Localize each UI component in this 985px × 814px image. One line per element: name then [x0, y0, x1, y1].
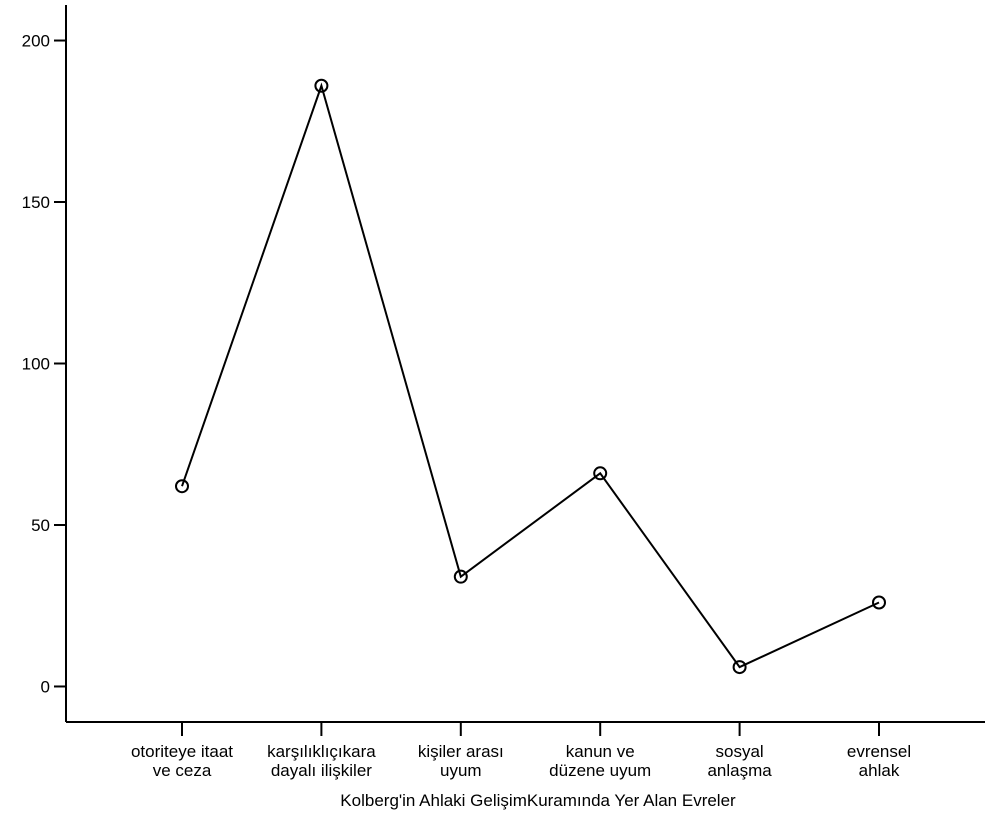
x-tick-label: kanun ve düzene uyum: [549, 742, 651, 780]
y-tick-label: 150: [22, 193, 50, 212]
x-tick-label: evrensel ahlak: [847, 742, 911, 780]
x-tick-label-line: kişiler arası: [418, 742, 504, 761]
series-line: [181, 82, 880, 669]
x-tick-label-line: evrensel: [847, 742, 911, 761]
data-point-marker: [872, 595, 886, 610]
data-point-marker: [453, 569, 468, 584]
x-tick-label-line: dayalı ilişkiler: [271, 761, 372, 780]
y-tick-label: 0: [41, 677, 50, 696]
x-tick-label-line: ahlak: [859, 761, 900, 780]
y-tick-label: 100: [22, 355, 50, 374]
data-point-marker: [593, 466, 608, 481]
x-ticks: otoriteye itaat ve ceza karşılıklıçıkara da…: [131, 722, 911, 780]
x-tick-label: karşılıklıçıkara dayalı ilişkiler: [267, 742, 376, 780]
x-tick-label-line: sosyal: [716, 742, 764, 761]
y-tick-label: 50: [31, 516, 50, 535]
x-tick-label-line: karşılıklıçıkara: [267, 742, 376, 761]
x-tick-label: sosyal anlaşma: [707, 742, 772, 780]
x-axis-title: Kolberg'in Ahlaki GelişimKuramında Yer A…: [340, 791, 736, 810]
y-tick-label: 200: [22, 32, 50, 51]
data-point-marker: [732, 660, 747, 675]
x-tick-label-line: ve ceza: [153, 761, 212, 780]
x-tick-label-line: otoriteye itaat: [131, 742, 233, 761]
x-tick-label-line: kanun ve: [566, 742, 635, 761]
data-point-marker: [175, 479, 189, 494]
series: [175, 78, 886, 675]
axes: [65, 5, 985, 723]
x-tick-label-line: uyum: [440, 761, 482, 780]
x-tick-label-line: düzene uyum: [549, 761, 651, 780]
x-tick-label: kişiler arası uyum: [418, 742, 504, 780]
x-tick-label: otoriteye itaat ve ceza: [131, 742, 233, 780]
y-ticks: 0 50 100 150 200: [22, 32, 66, 696]
data-point-marker: [314, 78, 329, 93]
x-tick-label-line: anlaşma: [707, 761, 772, 780]
